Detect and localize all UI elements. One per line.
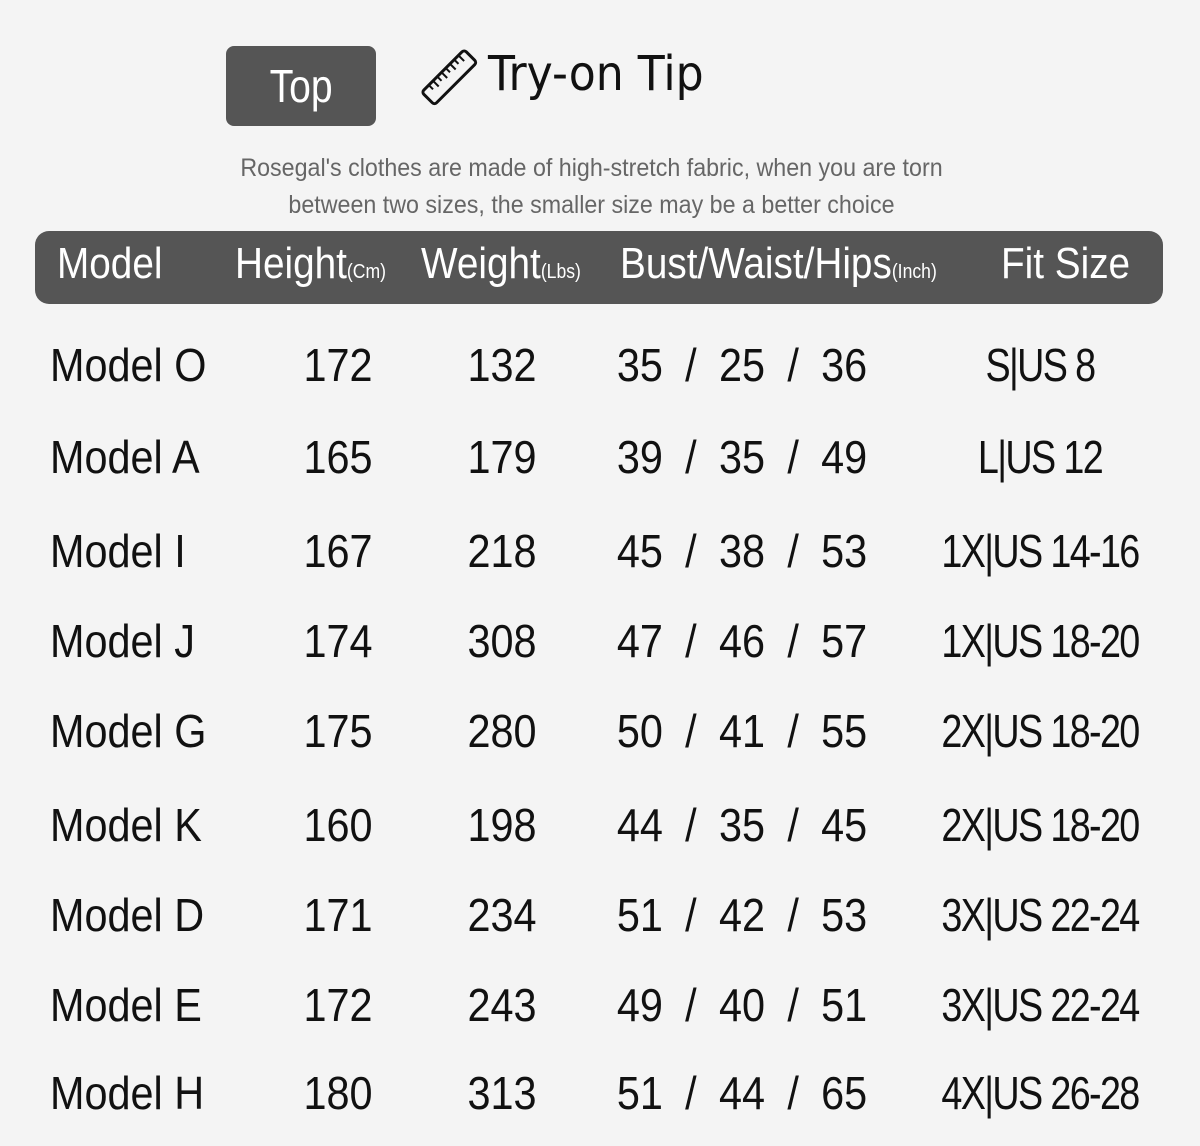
table-row: Model A 165 179 39 / 35 / 49 L|US 12 bbox=[0, 430, 1200, 510]
header-model: Model bbox=[57, 239, 163, 288]
model-cell: Model I bbox=[50, 525, 186, 577]
table-row: Model I 167 218 45 / 38 / 53 1X|US 14-16 bbox=[0, 524, 1200, 604]
weight-cell: 132 bbox=[467, 339, 537, 391]
weight-cell: 179 bbox=[467, 431, 537, 483]
fit-note: Rosegal's clothes are made of high-stret… bbox=[0, 150, 1183, 224]
fit-size-cell: 3X|US 22-24 bbox=[941, 979, 1140, 1031]
bust-waist-hips-cell: 35 / 25 / 36 bbox=[616, 339, 868, 391]
tip-title: Try-on Tip bbox=[488, 46, 704, 102]
weight-cell: 234 bbox=[467, 889, 537, 941]
bust-waist-hips-cell: 39 / 35 / 49 bbox=[616, 431, 868, 483]
bust-waist-hips-cell: 45 / 38 / 53 bbox=[616, 525, 868, 577]
ruler-icon bbox=[421, 49, 478, 106]
fit-size-cell: 3X|US 22-24 bbox=[941, 889, 1140, 941]
weight-cell: 218 bbox=[467, 525, 537, 577]
height-cell: 171 bbox=[303, 889, 373, 941]
fit-size-cell: 1X|US 18-20 bbox=[941, 615, 1140, 667]
table-row: Model O 172 132 35 / 25 / 36 S|US 8 bbox=[0, 338, 1200, 418]
category-badge-top: Top bbox=[226, 46, 376, 126]
height-cell: 174 bbox=[303, 615, 373, 667]
bust-waist-hips-cell: 49 / 40 / 51 bbox=[616, 979, 868, 1031]
model-cell: Model E bbox=[50, 979, 202, 1031]
table-row: Model E 172 243 49 / 40 / 51 3X|US 22-24 bbox=[0, 978, 1200, 1058]
header-fit-size: Fit Size bbox=[1001, 239, 1131, 288]
model-cell: Model D bbox=[50, 889, 205, 941]
weight-cell: 243 bbox=[467, 979, 537, 1031]
table-row: Model K 160 198 44 / 35 / 45 2X|US 18-20 bbox=[0, 798, 1200, 878]
weight-cell: 308 bbox=[467, 615, 537, 667]
height-cell: 180 bbox=[303, 1067, 373, 1119]
model-cell: Model A bbox=[50, 431, 200, 483]
table-row: Model H 180 313 51 / 44 / 65 4X|US 26-28 bbox=[0, 1066, 1200, 1146]
bust-waist-hips-cell: 51 / 42 / 53 bbox=[616, 889, 868, 941]
model-cell: Model K bbox=[50, 799, 202, 851]
model-cell: Model O bbox=[50, 339, 207, 391]
badge-label: Top bbox=[269, 60, 333, 112]
height-cell: 160 bbox=[303, 799, 373, 851]
header-height: Height(Cm) bbox=[235, 239, 387, 288]
height-cell: 172 bbox=[303, 979, 373, 1031]
fit-size-cell: S|US 8 bbox=[985, 339, 1097, 391]
fit-size-cell: 2X|US 18-20 bbox=[941, 705, 1140, 757]
weight-cell: 313 bbox=[467, 1067, 537, 1119]
height-cell: 175 bbox=[303, 705, 373, 757]
table-row: Model G 175 280 50 / 41 / 55 2X|US 18-20 bbox=[0, 704, 1200, 784]
note-line-1: Rosegal's clothes are made of high-stret… bbox=[240, 154, 943, 182]
table-row: Model J 174 308 47 / 46 / 57 1X|US 18-20 bbox=[0, 614, 1200, 694]
header-weight: Weight(Lbs) bbox=[421, 239, 581, 288]
model-cell: Model J bbox=[50, 615, 195, 667]
fit-size-cell: 2X|US 18-20 bbox=[941, 799, 1140, 851]
height-cell: 167 bbox=[303, 525, 373, 577]
fit-size-cell: L|US 12 bbox=[977, 431, 1104, 483]
bust-waist-hips-cell: 44 / 35 / 45 bbox=[616, 799, 868, 851]
height-cell: 165 bbox=[303, 431, 373, 483]
fit-size-cell: 1X|US 14-16 bbox=[941, 525, 1140, 577]
bust-waist-hips-cell: 47 / 46 / 57 bbox=[616, 615, 868, 667]
bust-waist-hips-cell: 50 / 41 / 55 bbox=[616, 705, 868, 757]
weight-cell: 198 bbox=[467, 799, 537, 851]
fit-size-cell: 4X|US 26-28 bbox=[941, 1067, 1140, 1119]
table-header: Model Height(Cm) Weight(Lbs) Bust/Waist/… bbox=[35, 231, 1163, 304]
height-cell: 172 bbox=[303, 339, 373, 391]
weight-cell: 280 bbox=[467, 705, 537, 757]
bust-waist-hips-cell: 51 / 44 / 65 bbox=[616, 1067, 868, 1119]
header-bust-waist-hips: Bust/Waist/Hips(Inch) bbox=[620, 239, 937, 288]
table-row: Model D 171 234 51 / 42 / 53 3X|US 22-24 bbox=[0, 888, 1200, 968]
model-cell: Model G bbox=[50, 705, 207, 757]
note-line-2: between two sizes, the smaller size may … bbox=[288, 191, 895, 219]
model-cell: Model H bbox=[50, 1067, 205, 1119]
